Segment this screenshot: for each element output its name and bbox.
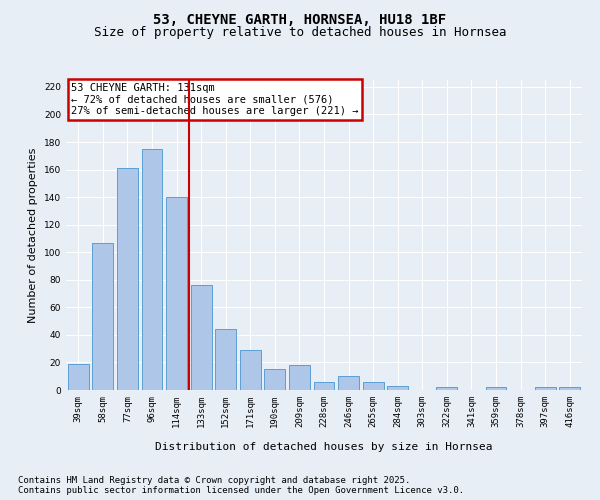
Bar bbox=[240, 350, 261, 390]
Bar bbox=[338, 376, 359, 390]
Bar bbox=[265, 370, 286, 390]
Text: 53, CHEYNE GARTH, HORNSEA, HU18 1BF: 53, CHEYNE GARTH, HORNSEA, HU18 1BF bbox=[154, 12, 446, 26]
Bar bbox=[117, 168, 138, 390]
Bar bbox=[387, 386, 408, 390]
Text: 53 CHEYNE GARTH: 131sqm
← 72% of detached houses are smaller (576)
27% of semi-d: 53 CHEYNE GARTH: 131sqm ← 72% of detache… bbox=[71, 83, 359, 116]
Bar bbox=[191, 286, 212, 390]
Bar bbox=[92, 242, 113, 390]
Bar bbox=[68, 364, 89, 390]
Bar bbox=[289, 365, 310, 390]
Bar bbox=[485, 387, 506, 390]
Y-axis label: Number of detached properties: Number of detached properties bbox=[28, 148, 38, 322]
Text: Size of property relative to detached houses in Hornsea: Size of property relative to detached ho… bbox=[94, 26, 506, 39]
Bar bbox=[535, 387, 556, 390]
Bar bbox=[436, 387, 457, 390]
Bar bbox=[362, 382, 383, 390]
Bar bbox=[166, 197, 187, 390]
Bar bbox=[314, 382, 334, 390]
Text: Distribution of detached houses by size in Hornsea: Distribution of detached houses by size … bbox=[155, 442, 493, 452]
Bar bbox=[559, 387, 580, 390]
Bar bbox=[142, 149, 163, 390]
Text: Contains HM Land Registry data © Crown copyright and database right 2025.
Contai: Contains HM Land Registry data © Crown c… bbox=[18, 476, 464, 495]
Bar bbox=[215, 330, 236, 390]
